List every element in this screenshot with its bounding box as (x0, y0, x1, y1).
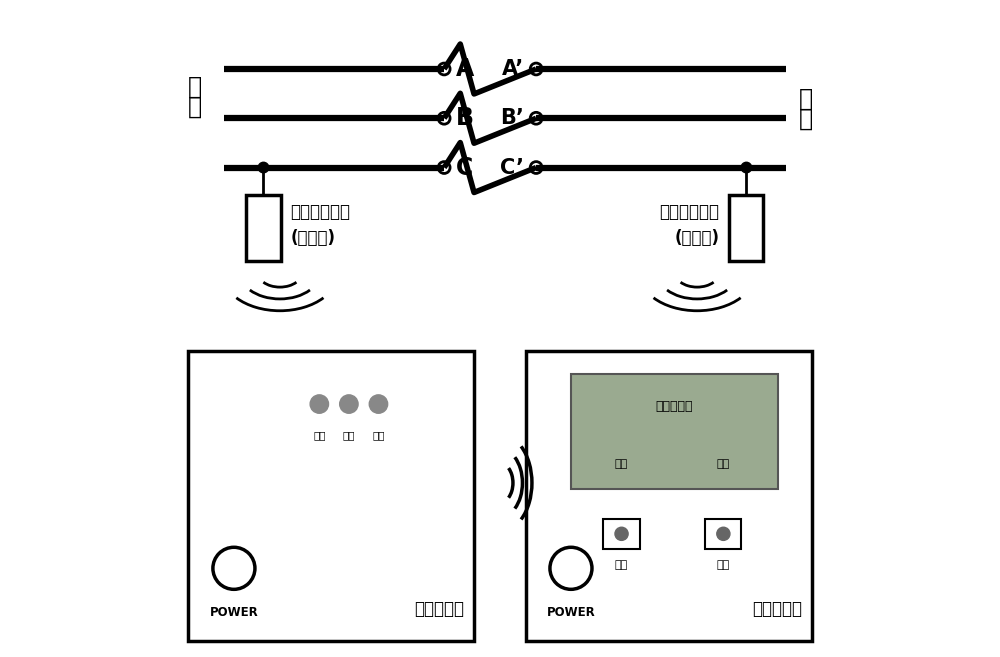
Text: 同相: 同相 (717, 459, 730, 469)
Circle shape (310, 395, 329, 413)
Bar (729, 195, 763, 261)
Bar (705, 519, 741, 549)
Text: A’: A’ (502, 59, 524, 79)
Text: 远程端主机: 远程端主机 (752, 600, 802, 618)
Text: (主站端): (主站端) (290, 229, 335, 247)
Text: 重测: 重测 (717, 560, 730, 570)
Text: 地: 地 (798, 106, 813, 130)
Text: 乙: 乙 (798, 87, 813, 110)
Bar (526, 351, 812, 641)
Circle shape (741, 162, 752, 173)
Text: (远程端): (远程端) (674, 229, 719, 247)
Text: A: A (456, 57, 474, 81)
Circle shape (615, 527, 628, 540)
Circle shape (258, 162, 269, 173)
Circle shape (340, 395, 358, 413)
Bar (571, 374, 778, 489)
Circle shape (717, 527, 730, 540)
Bar (246, 195, 281, 261)
Text: POWER: POWER (210, 606, 258, 619)
Text: B: B (456, 106, 474, 130)
Text: 验证: 验证 (372, 430, 385, 440)
Text: C: C (456, 156, 473, 179)
Text: C’: C’ (500, 158, 524, 177)
Text: B’: B’ (500, 108, 524, 128)
Bar (603, 519, 640, 549)
Text: 休眠: 休眠 (313, 430, 326, 440)
Text: 主站端主机: 主站端主机 (414, 600, 464, 618)
Text: 地: 地 (187, 95, 202, 118)
Circle shape (369, 395, 388, 413)
Text: 相位检测模块: 相位检测模块 (659, 202, 719, 221)
Text: 异相: 异相 (615, 459, 628, 469)
Text: POWER: POWER (547, 606, 595, 619)
Text: 相位检测模块: 相位检测模块 (290, 202, 350, 221)
Text: 确认: 确认 (615, 560, 628, 570)
Text: 工作: 工作 (343, 430, 355, 440)
Text: 甲: 甲 (187, 75, 202, 99)
Text: 初始化中！: 初始化中！ (656, 400, 693, 413)
Bar (188, 351, 474, 641)
